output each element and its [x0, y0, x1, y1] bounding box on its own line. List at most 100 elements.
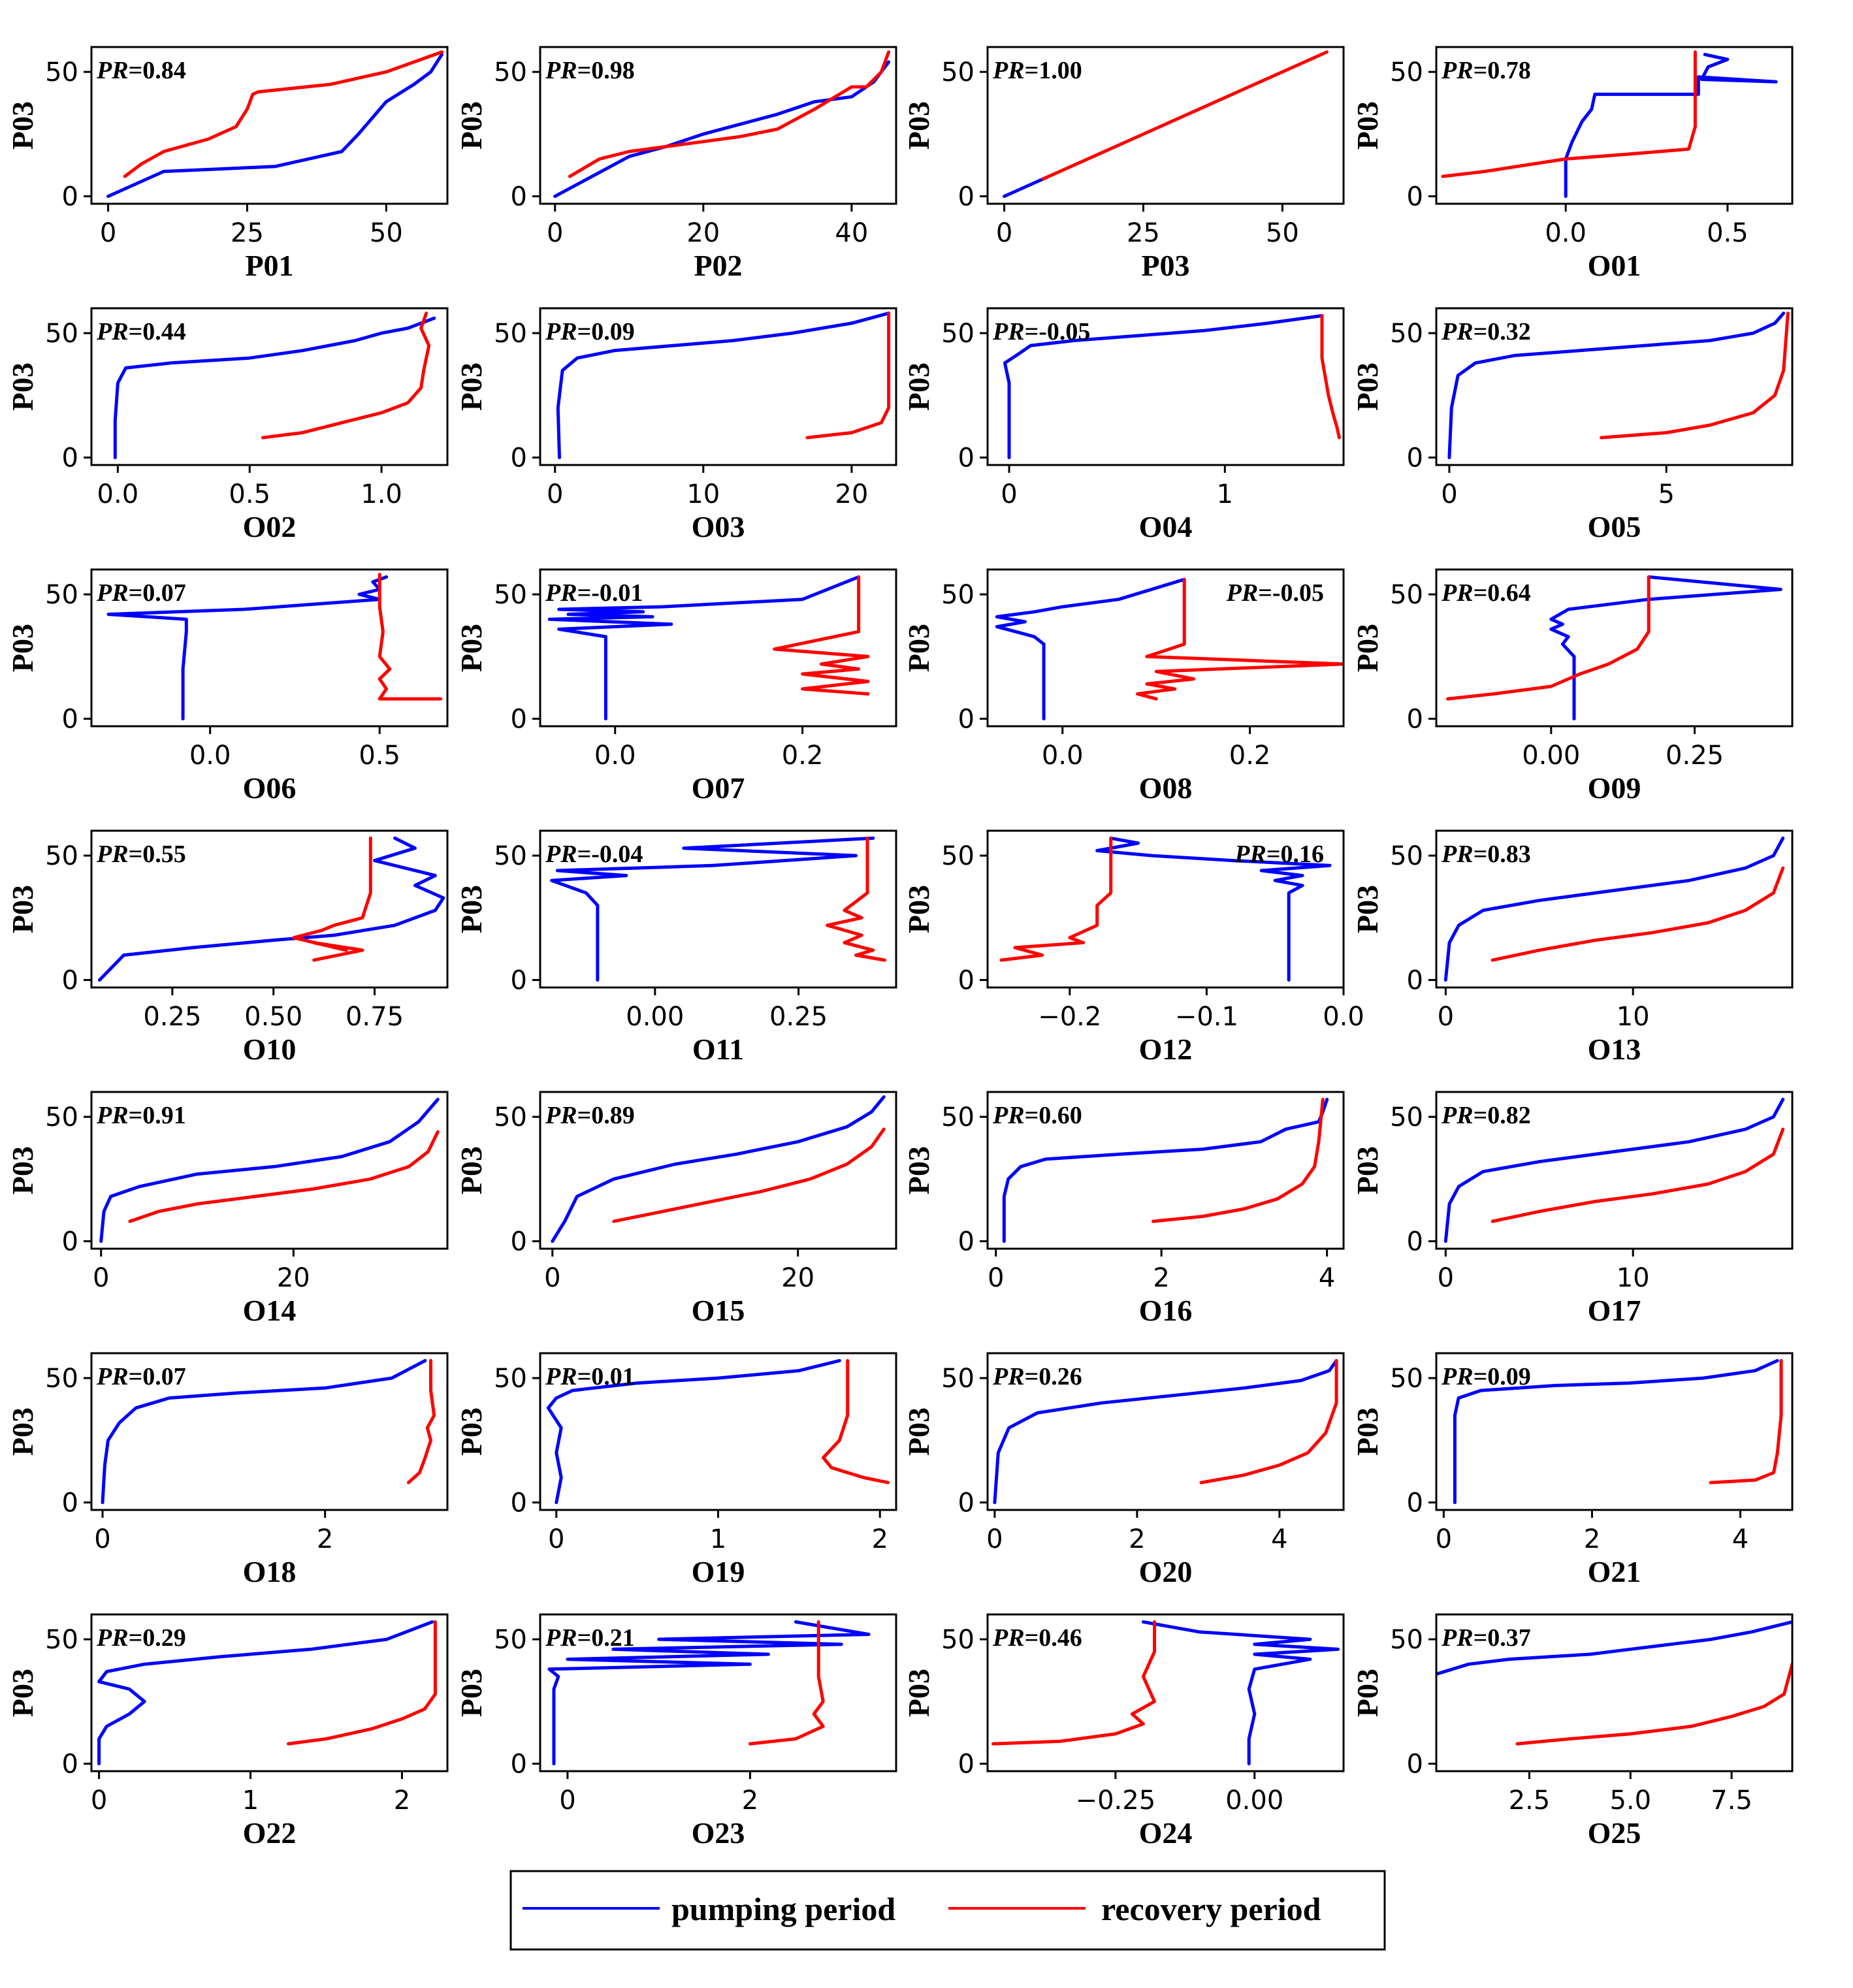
y-tick-label: 0	[1407, 182, 1423, 212]
panel-o03: 0 10 20 0 50 O03 P03 PR=0.09	[455, 307, 897, 543]
x-axis-label: P03	[1141, 249, 1189, 282]
x-tick-label: 0.2	[782, 741, 824, 771]
plot-frame	[90, 46, 449, 205]
pr-annotation: PR=-0.05	[992, 318, 1090, 345]
y-tick-label: 50	[1390, 580, 1423, 610]
panel-o16: 0 2 4 0 50 O16 P03 PR=0.60	[902, 1091, 1345, 1327]
y-tick-label: 50	[45, 1625, 78, 1655]
pumping-series-o24	[1141, 1620, 1340, 1766]
x-axis-label: O12	[1139, 1033, 1193, 1066]
panel-o09: 0.00 0.25 0 50 O09 P03 PR=0.64	[1351, 568, 1794, 805]
pr-annotation: PR=0.89	[545, 1102, 635, 1129]
plot-frame	[986, 46, 1345, 205]
y-tick-label: 50	[1390, 319, 1423, 349]
y-tick-label: 50	[941, 319, 975, 349]
x-tick-label: −0.2	[1038, 1002, 1101, 1032]
plot-frame	[1435, 1613, 1794, 1772]
pumping-series-o12	[1095, 836, 1332, 982]
plot-frame	[986, 1352, 1345, 1511]
x-tick-label: 0	[996, 218, 1012, 248]
pr-annotation: PR=0.32	[1441, 318, 1531, 345]
x-tick-label: 25	[231, 218, 264, 248]
x-axis-label: O15	[692, 1294, 745, 1327]
y-axis-label: P03	[6, 101, 39, 150]
y-tick-label: 0	[1407, 1227, 1423, 1257]
panel-o19: 0 1 2 0 50 O19 P03 PR=0.01	[455, 1352, 897, 1588]
y-tick-label: 50	[941, 1102, 975, 1132]
x-tick-label: 0.0	[97, 479, 139, 509]
pumping-series-p02	[553, 60, 891, 199]
x-axis-label: O21	[1588, 1555, 1641, 1588]
pr-annotation: PR=0.83	[1441, 841, 1531, 868]
recovery-series-p03	[1041, 50, 1329, 181]
x-tick-label: 0	[986, 1524, 1003, 1554]
y-tick-label: 0	[1407, 966, 1423, 996]
x-tick-label: 0	[100, 218, 116, 248]
pumping-series-o23	[547, 1620, 871, 1766]
x-tick-label: 2	[394, 1786, 410, 1816]
x-tick-label: 4	[1319, 1263, 1335, 1293]
x-axis-label: O09	[1588, 771, 1641, 805]
recovery-series-p01	[123, 50, 443, 178]
x-tick-label: 0	[547, 479, 563, 509]
legend-recovery-label: recovery period	[1101, 1891, 1321, 1927]
pr-annotation: PR=0.37	[1441, 1624, 1531, 1652]
y-tick-label: 50	[1390, 841, 1423, 871]
x-axis-label: O08	[1139, 771, 1193, 805]
recovery-series-o18	[406, 1358, 436, 1484]
pr-annotation: PR=0.82	[1441, 1102, 1531, 1129]
recovery-series-o22	[287, 1620, 437, 1746]
y-tick-label: 50	[494, 1364, 527, 1394]
recovery-series-o20	[1199, 1358, 1338, 1484]
panel-o06: 0.0 0.5 0 50 O06 P03 PR=0.07	[6, 568, 449, 805]
x-tick-label: 0.0	[594, 741, 636, 771]
y-tick-label: 0	[511, 443, 527, 473]
y-axis-label: P03	[902, 101, 935, 150]
panel-o10: 0.25 0.50 0.75 0 50 O10 P03 PR=0.55	[6, 829, 449, 1066]
x-axis-label: O05	[1588, 510, 1641, 543]
pr-annotation: PR=0.07	[96, 579, 186, 607]
pumping-series-o04	[1003, 313, 1324, 460]
x-tick-label: 0.5	[1707, 218, 1748, 248]
plot-frame	[1435, 46, 1794, 205]
plot-frame	[539, 46, 897, 205]
pr-annotation: PR=0.09	[545, 318, 635, 345]
x-tick-label: 0	[988, 1263, 1004, 1293]
y-tick-label: 0	[958, 182, 975, 212]
y-tick-label: 0	[62, 1227, 78, 1257]
y-axis-label: P03	[1351, 624, 1384, 672]
y-tick-label: 0	[1407, 1750, 1423, 1780]
pumping-series-o22	[97, 1620, 434, 1766]
panel-o12: −0.2 −0.1 0.0 0 50 O12 P03 PR=0.16	[902, 829, 1364, 1066]
pumping-series-o09	[1549, 575, 1782, 721]
x-tick-label: 0	[1441, 479, 1457, 509]
x-tick-label: 0.5	[229, 479, 270, 509]
plot-frame	[1435, 1352, 1794, 1511]
pr-annotation: PR=0.91	[96, 1102, 186, 1129]
y-tick-label: 50	[45, 841, 78, 871]
pumping-series-o03	[556, 312, 891, 460]
x-axis-label: O14	[243, 1294, 297, 1327]
y-tick-label: 50	[494, 57, 527, 88]
recovery-series-o25	[1515, 1662, 1792, 1746]
y-tick-label: 0	[958, 443, 975, 473]
pumping-series-p03	[1003, 174, 1051, 199]
x-tick-label: 20	[686, 218, 720, 248]
recovery-series-o09	[1446, 575, 1651, 701]
x-tick-label: 2	[1153, 1263, 1169, 1293]
y-tick-label: 0	[511, 1750, 527, 1780]
x-tick-label: 40	[835, 218, 868, 248]
x-axis-label: O18	[243, 1555, 297, 1588]
y-tick-label: 0	[958, 705, 975, 735]
x-tick-label: 0.2	[1229, 741, 1271, 771]
x-axis-label: O11	[692, 1033, 744, 1066]
x-tick-label: 0	[93, 1263, 109, 1293]
pr-annotation: PR=0.29	[96, 1624, 186, 1652]
recovery-series-o19	[822, 1358, 890, 1484]
x-tick-label: 50	[370, 218, 403, 248]
panel-o15: 0 20 0 50 O15 P03 PR=0.89	[455, 1091, 897, 1327]
x-tick-label: 0.00	[626, 1002, 684, 1032]
x-tick-label: 10	[1617, 1263, 1650, 1293]
